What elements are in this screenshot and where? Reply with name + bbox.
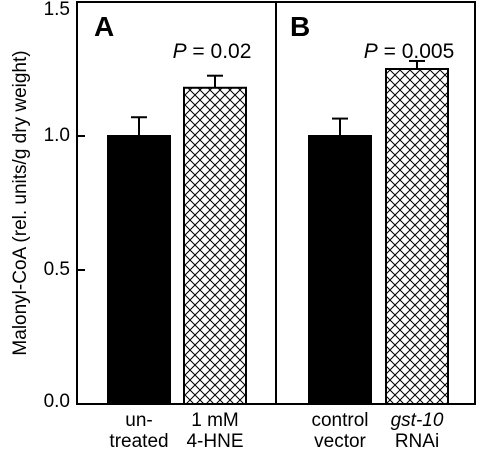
p-value-text: = 0.005 [378, 40, 454, 63]
bar [308, 135, 372, 405]
p-value-prefix: P [173, 40, 187, 63]
bar [107, 135, 171, 405]
category-label: RNAi [395, 431, 439, 452]
bar [385, 68, 449, 405]
y-axis: 0.0 0.5 1.0 1.5 [44, 0, 85, 412]
bar [183, 86, 247, 405]
category-label: control [311, 410, 368, 431]
p-value-text: = 0.02 [187, 40, 252, 63]
y-tick-label: 0.0 [44, 391, 70, 412]
p-value-annotation: P = 0.02 [173, 40, 252, 63]
y-tick-label: 1.5 [44, 0, 70, 20]
category-label: treated [109, 431, 168, 452]
category-label: gst-10 [391, 410, 444, 431]
panel-letter: B [290, 11, 310, 42]
panel-letter: A [94, 11, 114, 42]
p-value-annotation: P = 0.005 [364, 40, 455, 63]
y-axis-label: Malonyl-CoA (rel. units/g dry weight) [10, 50, 31, 355]
y-tick-label: 0.5 [44, 259, 70, 280]
y-tick-label: 1.0 [44, 125, 70, 146]
category-label: 1 mM [191, 410, 239, 431]
category-label: vector [314, 431, 366, 452]
panel-a: A P = 0.02 un-treated 1 mM4-HNE [94, 11, 251, 452]
category-label: 4-HNE [186, 431, 243, 452]
category-label: un- [125, 410, 152, 431]
panels: A P = 0.02 un-treated 1 mM4-HNE B P = 0.005 co… [94, 11, 454, 452]
p-value-prefix: P [364, 40, 378, 63]
